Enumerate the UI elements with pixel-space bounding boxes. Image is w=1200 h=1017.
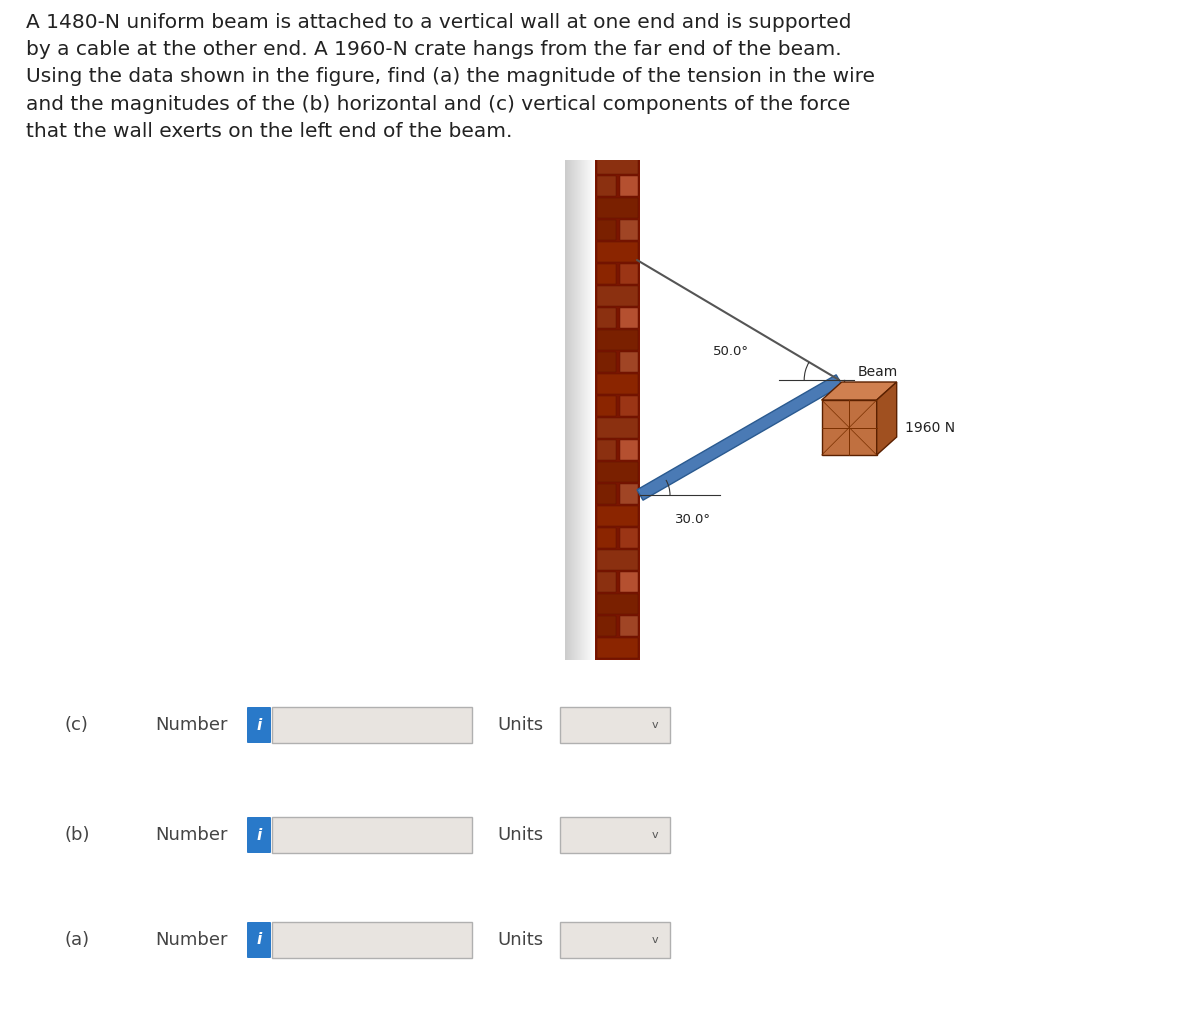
Bar	[560, 922, 670, 958]
Bar	[598, 638, 638, 658]
Bar	[598, 462, 638, 482]
Bar	[619, 396, 638, 416]
Text: 1960 N: 1960 N	[905, 420, 955, 434]
Text: Number: Number	[155, 716, 228, 734]
Bar	[619, 264, 638, 284]
Bar	[272, 707, 472, 743]
Bar	[560, 707, 670, 743]
Bar	[598, 198, 638, 218]
Bar	[619, 176, 638, 196]
FancyBboxPatch shape	[247, 707, 271, 743]
Polygon shape	[877, 382, 896, 455]
Text: (a): (a)	[65, 931, 90, 949]
FancyBboxPatch shape	[247, 922, 271, 958]
Text: v: v	[652, 720, 659, 730]
FancyBboxPatch shape	[247, 817, 271, 853]
Bar	[619, 220, 638, 240]
Text: Number: Number	[155, 826, 228, 844]
Bar	[598, 308, 616, 328]
Text: i: i	[257, 933, 262, 948]
Bar	[598, 572, 616, 592]
Text: i: i	[257, 718, 262, 732]
Polygon shape	[637, 375, 842, 500]
Bar	[619, 440, 638, 460]
Bar	[598, 484, 616, 504]
Bar	[598, 154, 638, 174]
Bar	[272, 922, 472, 958]
Text: A 1480-N uniform beam is attached to a vertical wall at one end and is supported: A 1480-N uniform beam is attached to a v…	[26, 13, 876, 140]
Bar	[619, 528, 638, 548]
Bar	[619, 352, 638, 372]
Text: Number: Number	[155, 931, 228, 949]
Bar	[598, 550, 638, 570]
Bar	[619, 484, 638, 504]
Bar	[598, 220, 616, 240]
Bar	[598, 242, 638, 262]
Polygon shape	[822, 382, 896, 400]
Text: Units: Units	[497, 716, 544, 734]
Bar	[598, 616, 616, 636]
Bar	[598, 264, 616, 284]
Text: 30.0°: 30.0°	[674, 513, 710, 526]
Bar	[598, 506, 638, 526]
Text: Beam: Beam	[857, 365, 898, 379]
Bar	[598, 352, 616, 372]
Bar	[619, 308, 638, 328]
Bar	[619, 616, 638, 636]
Bar	[598, 528, 616, 548]
Text: (b): (b)	[65, 826, 90, 844]
Text: i: i	[257, 828, 262, 842]
Text: 50.0°: 50.0°	[713, 345, 749, 358]
Bar	[598, 418, 638, 438]
Bar	[598, 286, 638, 306]
Bar	[598, 330, 638, 350]
Bar	[598, 396, 616, 416]
Text: Units: Units	[497, 826, 544, 844]
Text: v: v	[652, 935, 659, 945]
Bar	[822, 400, 877, 455]
Bar	[598, 594, 638, 614]
Text: (c): (c)	[65, 716, 89, 734]
Bar	[560, 817, 670, 853]
Bar	[619, 572, 638, 592]
Bar	[598, 440, 616, 460]
Text: v: v	[652, 830, 659, 840]
Bar	[598, 374, 638, 394]
Bar	[272, 817, 472, 853]
Text: Units: Units	[497, 931, 544, 949]
Bar	[595, 160, 640, 660]
Bar	[598, 176, 616, 196]
